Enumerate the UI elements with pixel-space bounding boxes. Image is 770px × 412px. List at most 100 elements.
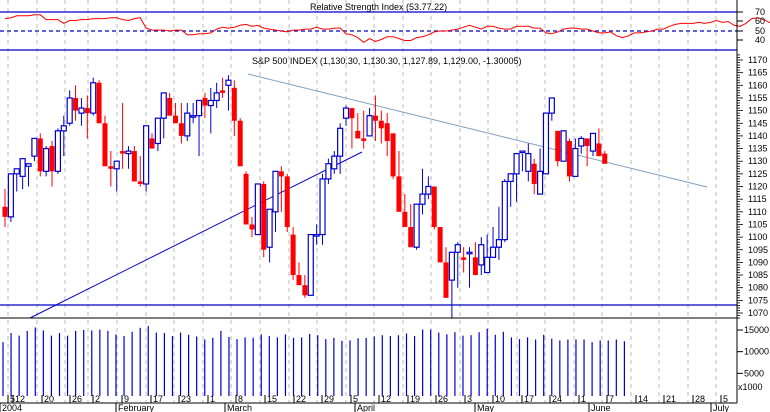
month-label: April: [357, 403, 375, 412]
candle-down: [443, 262, 449, 298]
candle-up: [331, 155, 338, 170]
candle-down: [472, 257, 478, 276]
candle-up: [43, 147, 50, 172]
candle-up: [466, 251, 473, 255]
price-tick-label: 1110: [748, 207, 767, 217]
candle-up: [184, 112, 191, 137]
candle-down: [96, 82, 102, 124]
candle-down: [408, 226, 414, 248]
candle-up: [560, 130, 567, 162]
candle-down: [231, 87, 237, 121]
candle-up: [548, 97, 555, 114]
candle-up: [319, 178, 326, 236]
price-tick-label: 1115: [748, 194, 767, 204]
candle-down: [37, 138, 43, 172]
day-tick-label: 26: [72, 394, 82, 404]
candle-down: [378, 120, 384, 129]
price-tick-label: 1130: [748, 156, 767, 166]
candle-up: [213, 92, 220, 102]
day-tick-label: 21: [666, 394, 676, 404]
day-tick-label: 20: [44, 394, 54, 404]
candle-down: [243, 173, 249, 225]
candle-up: [272, 170, 279, 213]
candle-up: [207, 99, 214, 107]
candle-up: [495, 239, 503, 248]
candle-down: [431, 186, 437, 227]
price-tick-label: 1105: [748, 219, 767, 229]
candle-up: [454, 244, 461, 253]
candle-down: [173, 115, 179, 124]
candle-down: [131, 151, 137, 182]
candle-down: [296, 275, 302, 286]
day-tick-label: 5: [723, 394, 728, 404]
rsi-panel: Relative Strength Index (53.77.22): [0, 2, 770, 51]
day-tick-label: 17: [524, 394, 534, 404]
candle-down: [302, 285, 308, 296]
day-tick-label: 12: [15, 394, 25, 404]
candle-up: [513, 153, 520, 175]
candle-up: [7, 173, 14, 218]
candle-up: [66, 97, 73, 124]
candle-up: [572, 147, 579, 177]
volume-bars: [2, 326, 625, 396]
price-tick-label: 1155: [748, 93, 767, 103]
candle-up: [25, 163, 32, 167]
price-tick-label: 1125: [748, 169, 767, 179]
day-tick-label: 14: [638, 394, 648, 404]
rsi-tick-label: 60: [755, 16, 765, 26]
candle-up: [525, 153, 532, 172]
rsi-tick-label: 40: [755, 35, 765, 45]
candle-down: [290, 234, 296, 276]
candle-up: [225, 79, 232, 86]
price-tick-label: 1075: [748, 295, 768, 305]
day-tick-label: 22: [296, 394, 306, 404]
rsi-title: Relative Strength Index (53.77.22): [310, 2, 447, 12]
candle-up: [325, 163, 332, 180]
day-tick-label: 12: [381, 394, 391, 404]
day-tick-label: 28: [695, 394, 705, 404]
candle-down: [437, 226, 443, 263]
day-tick-label: 29: [324, 394, 334, 404]
day-tick-label: 3: [467, 394, 472, 404]
candle-down: [2, 206, 8, 217]
day-tick-label: 17: [153, 394, 163, 404]
candle-up: [337, 127, 344, 157]
candle-down: [361, 138, 367, 141]
candle-down: [137, 181, 143, 184]
day-tick-label: 10: [495, 394, 505, 404]
candle-down: [108, 166, 114, 169]
price-tick-label: 1070: [748, 308, 768, 318]
price-tick-label: 1145: [748, 118, 767, 128]
price-title: S&P 500 INDEX (1,130.30, 1,130.30, 1,127…: [252, 56, 522, 66]
volume-unit-label: x1000: [738, 382, 763, 392]
candle-down: [220, 90, 226, 93]
day-tick-label: 1: [210, 394, 215, 404]
candle-down: [49, 146, 55, 172]
day-tick-label: 19: [410, 394, 420, 404]
rsi-tick-label: 70: [755, 7, 765, 17]
candle-down: [178, 123, 184, 136]
candle-up: [19, 158, 26, 177]
price-tick-label: 1150: [748, 106, 767, 116]
candle-down: [531, 163, 537, 184]
day-tick-label: 24: [552, 394, 562, 404]
month-label: March: [227, 403, 252, 412]
rsi-line: [4, 14, 770, 44]
volume-tick-label: 10000: [744, 347, 769, 357]
candle-up: [31, 137, 38, 157]
candle-down: [249, 224, 255, 230]
candle-up: [113, 160, 120, 170]
candle-up: [313, 233, 320, 237]
candle-down: [390, 133, 396, 177]
candle-up: [195, 99, 203, 117]
candle-up: [501, 180, 508, 241]
price-tick-label: 1095: [748, 245, 768, 255]
day-tick-label: 1: [581, 394, 586, 404]
candle-down: [384, 123, 390, 141]
candle-up: [484, 256, 491, 274]
candle-down: [355, 130, 361, 139]
candle-down: [566, 140, 572, 177]
candle-down: [602, 153, 608, 164]
volume-tick-label: 5000: [744, 368, 764, 378]
